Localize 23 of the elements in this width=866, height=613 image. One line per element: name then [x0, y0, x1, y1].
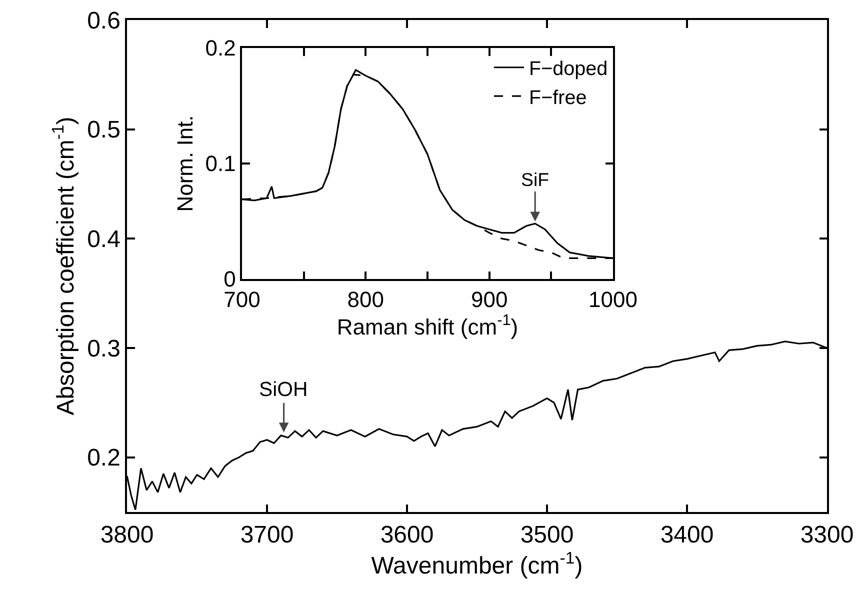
y-axis-title: Norm. Int.	[172, 115, 198, 212]
y-tick-label: 0.6	[87, 7, 120, 34]
legend-label: F−doped	[529, 58, 608, 80]
y-tick-label: 0.2	[87, 444, 120, 472]
x-axis-title: Raman shift (cm$^{-1}$)	[336, 312, 518, 340]
y-tick-label: 0.3	[87, 335, 120, 362]
x-tick-label: 3600	[380, 522, 434, 549]
x-tick-label: 3800	[100, 522, 154, 549]
legend-label: F−free	[529, 86, 587, 109]
x-tick-label: 3400	[660, 522, 714, 549]
y-tick-label: 0.4	[87, 226, 120, 254]
x-tick-label: 3500	[520, 522, 574, 549]
annotation: SiF	[521, 169, 550, 190]
x-tick-label: 800	[347, 287, 384, 312]
x-axis-title: Wavenumber (cm$^{-1}$)	[371, 548, 583, 580]
x-tick-label: 3700	[240, 522, 294, 549]
y-tick-label: 0.5	[87, 116, 120, 144]
x-tick-label: 1000	[588, 287, 638, 312]
y-tick-label: 0.2	[205, 36, 236, 61]
x-tick-label: 900	[470, 287, 508, 312]
annotation: SiOH	[259, 379, 308, 401]
y-tick-label: 0.1	[205, 151, 236, 176]
x-tick-label: 3300	[800, 522, 854, 549]
